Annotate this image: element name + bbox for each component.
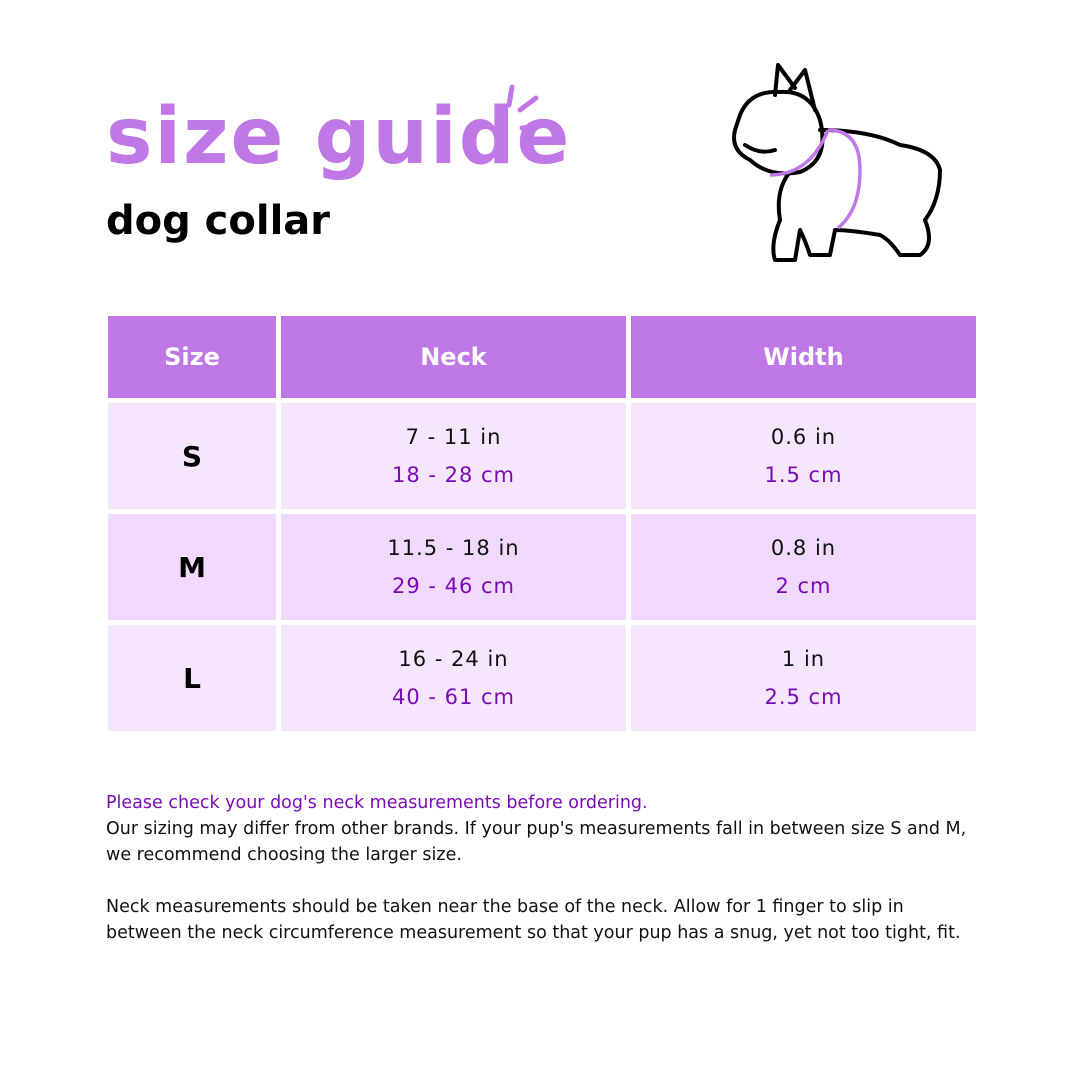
neck-cm: 40 - 61 cm [391,685,516,709]
table-row: M 11.5 - 18 in 29 - 46 cm 0.8 in 2 cm [108,514,976,620]
notes: Please check your dog's neck measurement… [106,790,976,972]
page-subtitle: dog collar [106,198,331,244]
size-table: Size Neck Width S 7 - 11 in 18 - 28 cm 0.… [103,311,981,736]
table-header-row: Size Neck Width [108,316,976,398]
sparkle-lines-icon [506,84,549,131]
width-in: 0.8 in [770,536,837,560]
width-cm: 2.5 cm [764,685,843,709]
neck-cell: 11.5 - 18 in 29 - 46 cm [281,514,626,620]
notes-paragraph-1: Our sizing may differ from other brands.… [106,819,967,865]
width-cell: 1 in 2.5 cm [631,625,976,731]
width-in: 1 in [781,647,826,671]
french-bulldog-illustration [732,63,942,262]
width-in: 0.6 in [770,425,837,449]
width-cell: 0.8 in 2 cm [631,514,976,620]
header-width: Width [631,316,976,398]
header-neck: Neck [281,316,626,398]
neck-cell: 7 - 11 in 18 - 28 cm [281,403,626,509]
neck-in: 16 - 24 in [398,647,509,671]
neck-cm: 29 - 46 cm [391,574,516,598]
notes-highlight: Please check your dog's neck measurement… [106,793,648,813]
size-cell: M [108,514,276,620]
neck-cm: 18 - 28 cm [391,463,516,487]
neck-in: 7 - 11 in [405,425,502,449]
width-cm: 2 cm [775,574,832,598]
size-cell: S [108,403,276,509]
neck-cell: 16 - 24 in 40 - 61 cm [281,625,626,731]
width-cm: 1.5 cm [764,463,843,487]
page-title: size guide [106,92,572,182]
table-row: S 7 - 11 in 18 - 28 cm 0.6 in 1.5 cm [108,403,976,509]
table-row: L 16 - 24 in 40 - 61 cm 1 in 2.5 cm [108,625,976,731]
neck-in: 11.5 - 18 in [387,536,520,560]
width-cell: 0.6 in 1.5 cm [631,403,976,509]
size-cell: L [108,625,276,731]
header-size: Size [108,316,276,398]
notes-paragraph-2: Neck measurements should be taken near t… [106,897,961,943]
